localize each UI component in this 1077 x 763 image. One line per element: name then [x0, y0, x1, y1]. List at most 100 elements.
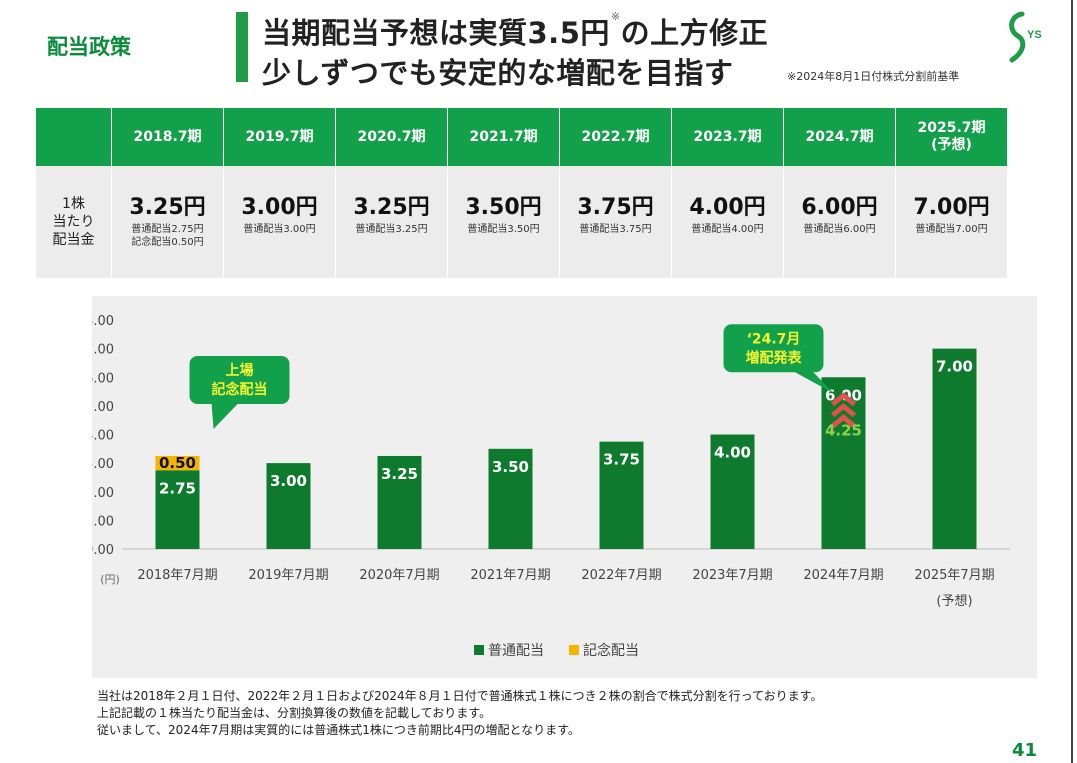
- row-label-cell: 1株 当たり 配当金: [36, 166, 111, 278]
- callout-text-line: ‘24.7月: [747, 331, 801, 347]
- legend-label: 記念配当: [583, 642, 639, 659]
- table-header-period: 2025.7期 (予想): [896, 108, 1007, 166]
- legend-swatch-regular: [474, 645, 484, 655]
- section-label: 配当政策: [47, 35, 131, 59]
- period-label-line: 2018.7期: [133, 128, 202, 145]
- period-label-line: 2021.7期: [469, 128, 538, 145]
- dividend-amount: 3.25円: [129, 195, 206, 220]
- dividend-amount: 7.00円: [913, 195, 990, 220]
- up-chevron-icon: [830, 414, 857, 429]
- y-tick-label: 2.00: [92, 486, 114, 501]
- x-tick-label: 2024年7月期: [803, 568, 883, 583]
- dividend-breakdown: 普通配当2.75円 記念配当0.50円: [131, 223, 203, 249]
- breakdown-line: 普通配当3.25円: [355, 224, 428, 235]
- title-accent-bar: [236, 12, 248, 82]
- callout-text-line: 上場: [226, 362, 254, 379]
- bar-value-label: 7.00: [936, 358, 973, 376]
- footnote-line: 当社は2018年２月１日付、2022年２月１日および2024年８月１日付で普通株…: [97, 689, 823, 703]
- period-label-line: 2025.7期: [917, 120, 986, 136]
- table-header-period: 2018.7期: [112, 108, 223, 166]
- y-tick-label: 7.00: [92, 343, 114, 358]
- table-amount-cell: 3.00円普通配当3.00円: [224, 166, 335, 278]
- table-header-period: 2021.7期: [448, 108, 559, 166]
- table-amount-cell: 7.00円普通配当7.00円: [896, 166, 1007, 278]
- bar-regular: [599, 441, 644, 549]
- table-amount-cell: 3.25円普通配当3.25円: [336, 166, 447, 278]
- breakdown-line: 普通配当3.50円: [467, 224, 540, 235]
- x-tick-label: 2019年7月期: [248, 568, 328, 583]
- breakdown-line: 普通配当3.00円: [243, 224, 316, 235]
- bar-value-label: 3.00: [270, 472, 307, 490]
- dividend-bar-chart: 0.00 1.00 2.00 3.00 4.00 5.00 6.00 7.00 8.00 (円) 2…: [92, 314, 1010, 659]
- breakdown-line: 普通配当4.00円: [691, 224, 764, 235]
- period-label-line: (予想): [931, 137, 972, 153]
- logo-swoosh-icon: [1009, 11, 1026, 63]
- y-tick-label: 0.00: [92, 543, 114, 558]
- period-label-line: 2024.7期: [805, 128, 874, 145]
- table-amount-cell: 3.75円普通配当3.75円: [560, 166, 671, 278]
- table-header-period: 2020.7期: [336, 108, 447, 166]
- dividend-breakdown: 普通配当3.75円: [579, 223, 651, 236]
- period-label-line: 2023.7期: [693, 128, 762, 145]
- title-line-1: 当期配当予想は実質3.5円※の上方修正: [262, 10, 768, 52]
- footnote-line: 従いまして、2024年7月期は実質的には普通株式1株につき前期比4円の増配となり…: [97, 723, 580, 737]
- inner-annotation-value: 4.25: [825, 421, 862, 439]
- bar-regular: [488, 448, 533, 549]
- logo-text: YS: [1027, 29, 1042, 41]
- legend-swatch-commemorative: [569, 645, 579, 655]
- dividend-breakdown: 普通配当7.00円: [915, 223, 987, 236]
- breakdown-line: 普通配当2.75円: [131, 224, 204, 235]
- period-label-line: 2019.7期: [245, 128, 314, 145]
- up-chevron-icon: [830, 403, 857, 418]
- callout-box: [723, 324, 824, 373]
- bar-regular: [377, 455, 422, 549]
- y-tick-label: 5.00: [92, 400, 114, 415]
- x-tick-label: 2025年7月期: [914, 568, 994, 583]
- breakdown-line: 普通配当3.75円: [579, 224, 652, 235]
- callout-text-line: 記念配当: [212, 381, 268, 398]
- y-tick-label: 1.00: [92, 514, 114, 529]
- dividend-table: 2018.7期 2019.7期 2020.7期 2021.7期 2022.7期 2023.…: [36, 108, 1007, 278]
- dividend-amount: 3.00円: [241, 195, 318, 220]
- table-amount-cell: 3.50円普通配当3.50円: [448, 166, 559, 278]
- dividend-amount: 3.50円: [465, 195, 542, 220]
- bar-value-label: 4.00: [714, 444, 751, 462]
- table-body-row: 1株 当たり 配当金 3.25円普通配当2.75円 記念配当0.50円 3.00円普…: [36, 166, 1007, 278]
- x-tick-label: 2020年7月期: [359, 568, 439, 583]
- up-chevron-icon: [830, 392, 857, 407]
- x-tick-label: 2021年7月期: [470, 568, 550, 583]
- company-logo: YS: [1009, 11, 1042, 63]
- table-header-corner: [36, 108, 111, 166]
- footnote-line: 上記記載の１株当たり配当金は、分割換算後の数値を記載しております。: [97, 706, 492, 720]
- legend-label: 普通配当: [488, 643, 544, 659]
- bar-value-label: 2.75: [159, 479, 196, 497]
- bar-commemorative: [155, 455, 200, 471]
- bar-value-label: 3.50: [492, 458, 529, 476]
- row-label-line: 配当金: [52, 232, 95, 248]
- period-label-line: 2022.7期: [581, 128, 650, 145]
- dividend-breakdown: 普通配当3.50円: [467, 223, 539, 236]
- table-header-row: 2018.7期 2019.7期 2020.7期 2021.7期 2022.7期 2023.…: [36, 108, 1007, 166]
- row-label-line: 1株: [62, 196, 85, 212]
- bar-regular: [932, 348, 977, 549]
- bar-value-label: 3.75: [603, 451, 640, 469]
- bar-regular: [155, 470, 200, 549]
- title-line-1-post: の上方修正: [620, 16, 769, 50]
- table-amount-cell: 4.00円普通配当4.00円: [672, 166, 783, 278]
- breakdown-line: 普通配当6.00円: [803, 224, 876, 235]
- footnotes: 当社は2018年２月１日付、2022年２月１日および2024年８月１日付で普通株…: [97, 688, 822, 739]
- dividend-amount: 3.75円: [577, 195, 654, 220]
- dividend-breakdown: 普通配当3.00円: [243, 223, 315, 236]
- period-label-line: 2020.7期: [357, 128, 426, 145]
- table-header-period: 2019.7期: [224, 108, 335, 166]
- table-header-period: 2024.7期: [784, 108, 895, 166]
- dividend-breakdown: 普通配当3.25円: [355, 223, 427, 236]
- title-footnote-mark: ※: [610, 10, 621, 23]
- callout-box: [189, 355, 290, 404]
- dividend-amount: 3.25円: [353, 195, 430, 220]
- y-tick-label: 6.00: [92, 371, 114, 386]
- breakdown-line: 記念配当0.50円: [131, 237, 204, 248]
- dividend-amount: 4.00円: [689, 195, 766, 220]
- bar-regular: [710, 434, 755, 549]
- page-number: 41: [1012, 740, 1038, 761]
